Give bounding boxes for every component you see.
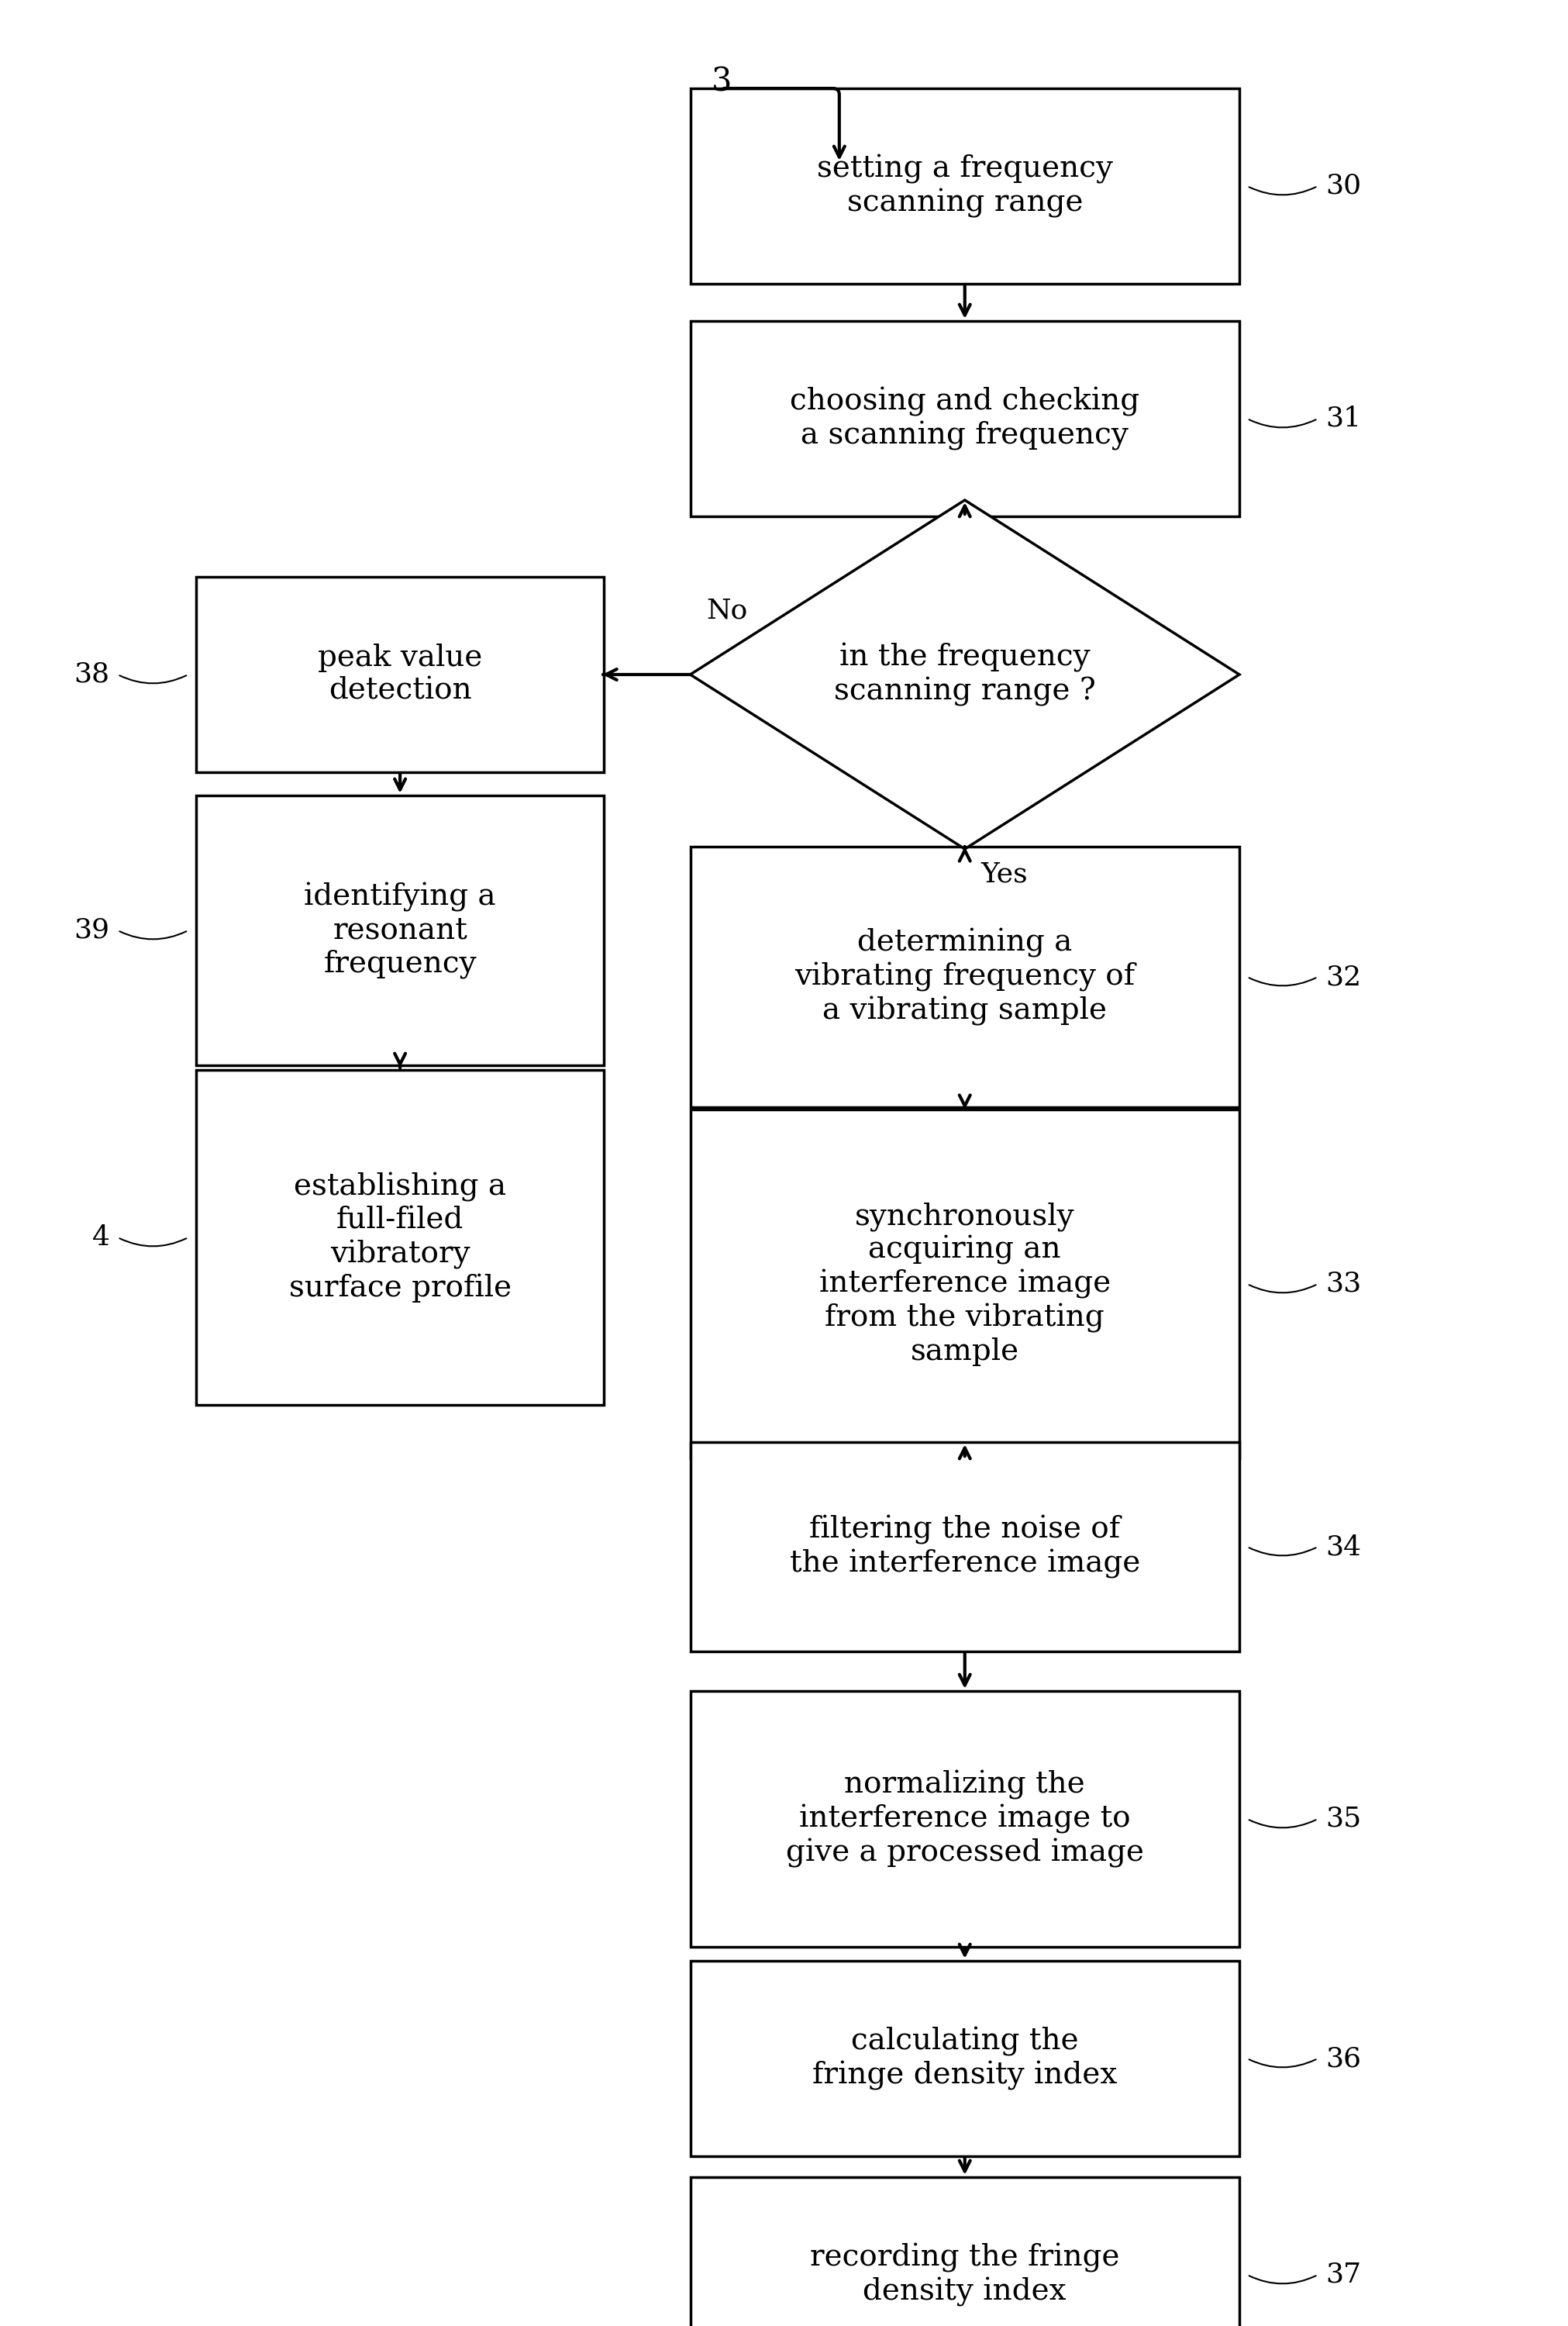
- FancyBboxPatch shape: [690, 847, 1239, 1107]
- Text: 35: 35: [1325, 1805, 1361, 1833]
- Text: choosing and checking
a scanning frequency: choosing and checking a scanning frequen…: [790, 386, 1138, 451]
- FancyBboxPatch shape: [196, 577, 604, 772]
- Text: 31: 31: [1325, 405, 1361, 433]
- Text: 3: 3: [710, 65, 732, 98]
- Text: No: No: [706, 598, 746, 623]
- Text: 39: 39: [74, 916, 110, 944]
- Text: Yes: Yes: [980, 861, 1027, 886]
- Text: calculating the
fringe density index: calculating the fringe density index: [812, 2026, 1116, 2091]
- FancyBboxPatch shape: [690, 1442, 1239, 1651]
- Text: setting a frequency
scanning range: setting a frequency scanning range: [817, 154, 1112, 219]
- FancyBboxPatch shape: [690, 1691, 1239, 1947]
- FancyBboxPatch shape: [690, 88, 1239, 284]
- Text: in the frequency
scanning range ?: in the frequency scanning range ?: [834, 642, 1094, 707]
- Text: filtering the noise of
the interference image: filtering the noise of the interference …: [789, 1514, 1140, 1579]
- Text: 34: 34: [1325, 1533, 1361, 1561]
- Text: 33: 33: [1325, 1270, 1361, 1298]
- Text: 32: 32: [1325, 963, 1361, 991]
- Text: 38: 38: [74, 661, 110, 688]
- FancyBboxPatch shape: [690, 1961, 1239, 2156]
- Text: 37: 37: [1325, 2261, 1361, 2289]
- FancyBboxPatch shape: [196, 795, 604, 1065]
- Text: synchronously
acquiring an
interference image
from the vibrating
sample: synchronously acquiring an interference …: [818, 1203, 1110, 1365]
- FancyBboxPatch shape: [690, 2177, 1239, 2326]
- Text: 4: 4: [93, 1223, 110, 1251]
- Text: normalizing the
interference image to
give a processed image: normalizing the interference image to gi…: [786, 1770, 1143, 1868]
- FancyBboxPatch shape: [690, 321, 1239, 516]
- Text: recording the fringe
density index: recording the fringe density index: [809, 2242, 1120, 2307]
- Polygon shape: [690, 500, 1239, 849]
- Text: 30: 30: [1325, 172, 1361, 200]
- Text: determining a
vibrating frequency of
a vibrating sample: determining a vibrating frequency of a v…: [795, 928, 1134, 1026]
- Text: 36: 36: [1325, 2045, 1361, 2072]
- Text: peak value
detection: peak value detection: [318, 644, 481, 705]
- Text: establishing a
full-filed
vibratory
surface profile: establishing a full-filed vibratory surf…: [289, 1172, 511, 1303]
- Text: identifying a
resonant
frequency: identifying a resonant frequency: [304, 882, 495, 979]
- FancyBboxPatch shape: [196, 1070, 604, 1405]
- FancyBboxPatch shape: [690, 1110, 1239, 1458]
